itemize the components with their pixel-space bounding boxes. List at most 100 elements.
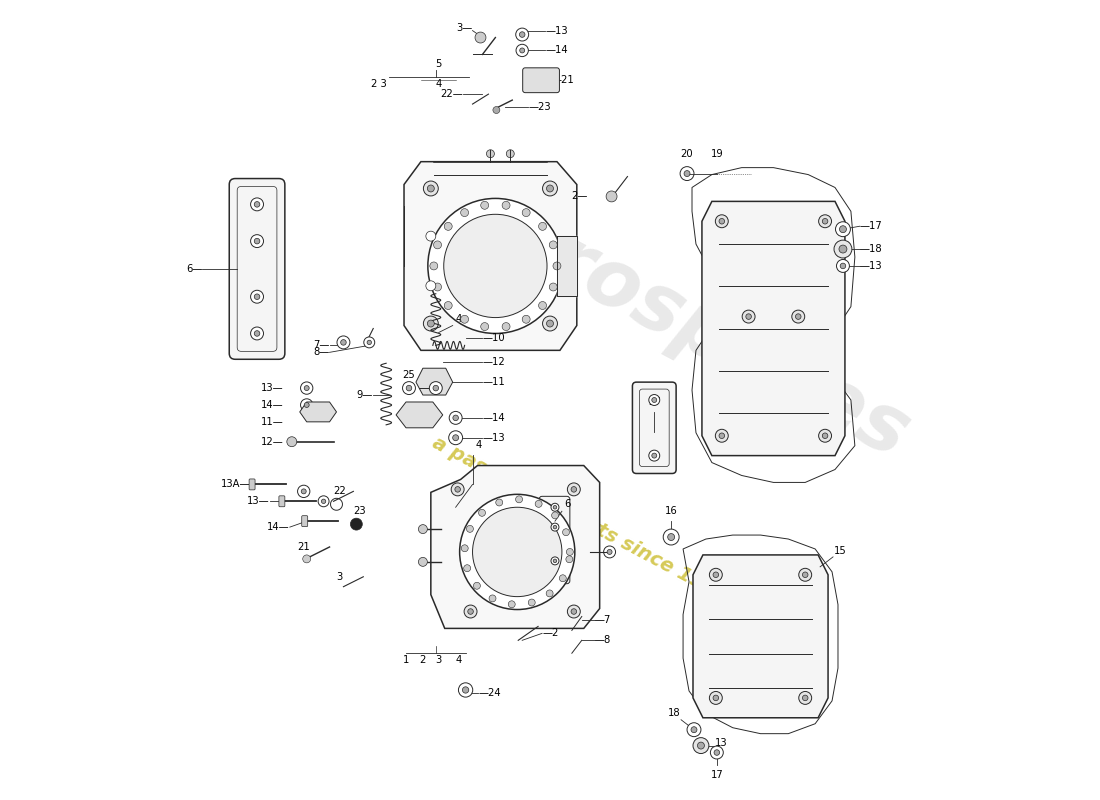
Circle shape <box>562 529 570 536</box>
Circle shape <box>426 231 436 241</box>
Circle shape <box>547 320 553 327</box>
Circle shape <box>251 198 264 211</box>
Text: 3: 3 <box>337 572 342 582</box>
Circle shape <box>742 310 755 323</box>
Text: a passion for parts since 1985: a passion for parts since 1985 <box>429 433 730 606</box>
Text: 4: 4 <box>455 655 462 665</box>
Circle shape <box>792 310 805 323</box>
Circle shape <box>684 170 690 177</box>
Circle shape <box>839 245 847 253</box>
Circle shape <box>571 486 576 492</box>
Polygon shape <box>404 162 576 350</box>
Text: 16: 16 <box>664 506 678 516</box>
Circle shape <box>606 191 617 202</box>
Text: 6—: 6— <box>186 264 202 274</box>
Circle shape <box>301 489 306 494</box>
Polygon shape <box>693 555 828 718</box>
Circle shape <box>713 695 718 701</box>
Text: —17: —17 <box>860 222 882 231</box>
Circle shape <box>430 262 438 270</box>
Circle shape <box>568 605 581 618</box>
FancyBboxPatch shape <box>539 496 570 584</box>
Circle shape <box>449 430 463 445</box>
Circle shape <box>428 185 435 192</box>
Text: 2—: 2— <box>571 191 587 202</box>
Circle shape <box>462 686 469 693</box>
Circle shape <box>549 241 558 249</box>
Circle shape <box>364 337 375 348</box>
Circle shape <box>460 494 575 610</box>
Circle shape <box>428 198 563 334</box>
Polygon shape <box>557 236 576 296</box>
Circle shape <box>449 411 462 424</box>
Circle shape <box>516 496 522 503</box>
Circle shape <box>426 281 436 290</box>
Text: 15: 15 <box>834 546 846 556</box>
Text: 14—: 14— <box>261 400 284 410</box>
Circle shape <box>254 294 260 299</box>
Circle shape <box>300 399 312 411</box>
Circle shape <box>693 738 708 754</box>
Polygon shape <box>416 368 453 395</box>
Circle shape <box>840 263 846 269</box>
Text: 4: 4 <box>436 79 442 90</box>
Circle shape <box>464 565 471 572</box>
Text: —12: —12 <box>483 358 505 367</box>
Circle shape <box>553 506 557 509</box>
Circle shape <box>519 48 525 53</box>
Text: —8: —8 <box>595 635 610 646</box>
Circle shape <box>516 44 528 57</box>
Text: 22: 22 <box>333 486 345 496</box>
Circle shape <box>559 574 566 582</box>
Circle shape <box>565 556 573 562</box>
Circle shape <box>455 486 461 492</box>
Circle shape <box>711 746 724 759</box>
Text: —2: —2 <box>542 628 559 638</box>
Text: —14: —14 <box>544 46 568 55</box>
Circle shape <box>823 433 828 438</box>
Polygon shape <box>431 466 600 629</box>
Circle shape <box>715 214 728 228</box>
Circle shape <box>321 499 326 503</box>
Circle shape <box>302 555 310 563</box>
Circle shape <box>542 181 558 196</box>
Circle shape <box>508 601 515 608</box>
Text: 2: 2 <box>420 655 426 665</box>
Text: —18: —18 <box>860 244 882 254</box>
Text: 5: 5 <box>436 59 442 70</box>
Circle shape <box>496 499 503 506</box>
FancyBboxPatch shape <box>522 68 560 93</box>
Text: 13—: 13— <box>248 496 270 506</box>
FancyBboxPatch shape <box>632 382 676 474</box>
Circle shape <box>461 545 469 552</box>
Circle shape <box>604 546 616 558</box>
Circle shape <box>566 549 573 555</box>
Text: 11—: 11— <box>261 417 284 427</box>
FancyBboxPatch shape <box>249 479 255 490</box>
Circle shape <box>516 28 529 41</box>
Text: 13A—: 13A— <box>221 479 250 490</box>
Circle shape <box>251 234 264 247</box>
Circle shape <box>547 590 553 597</box>
Text: 23: 23 <box>353 506 365 516</box>
Text: 19: 19 <box>711 149 723 158</box>
Text: —7: —7 <box>595 615 612 626</box>
Circle shape <box>795 314 801 319</box>
Circle shape <box>428 320 435 327</box>
Circle shape <box>542 316 558 331</box>
Circle shape <box>715 430 728 442</box>
Text: 13: 13 <box>715 738 727 748</box>
Text: 4: 4 <box>475 440 482 450</box>
Circle shape <box>254 238 260 244</box>
Text: —24: —24 <box>478 688 502 698</box>
Circle shape <box>802 695 808 701</box>
Text: —23: —23 <box>528 102 551 112</box>
Circle shape <box>478 510 485 516</box>
FancyBboxPatch shape <box>301 516 308 526</box>
Circle shape <box>663 529 679 545</box>
Text: 22—: 22— <box>440 89 463 99</box>
Text: 17: 17 <box>711 770 723 780</box>
Circle shape <box>300 382 312 394</box>
Text: 3: 3 <box>436 655 442 665</box>
Text: 1: 1 <box>403 655 409 665</box>
